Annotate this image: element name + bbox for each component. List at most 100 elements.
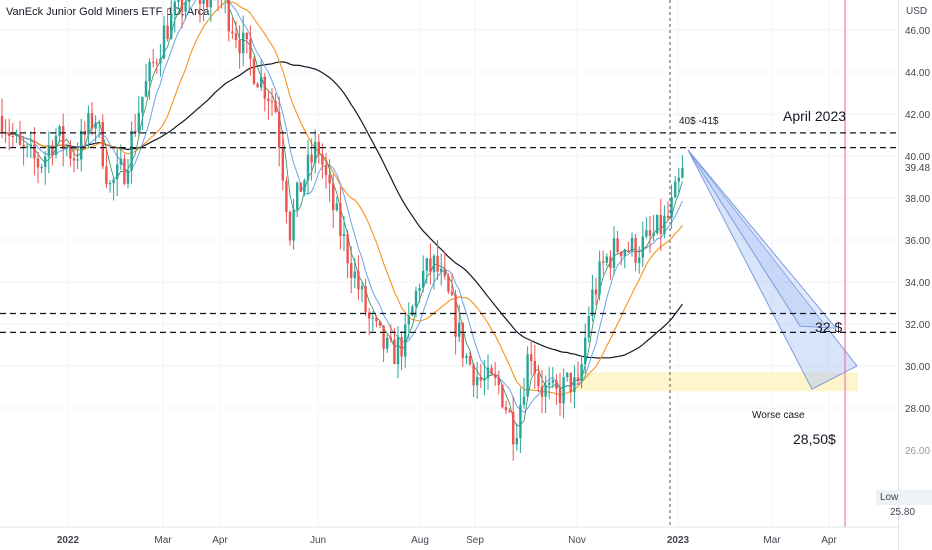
time-tick-label: Jun — [310, 535, 326, 546]
price-tick-label: 42.00 — [905, 110, 930, 121]
candle-body — [270, 101, 274, 103]
candle-body — [422, 270, 425, 288]
candle-body — [584, 337, 587, 365]
candle-body — [98, 121, 101, 123]
candle-body — [414, 290, 418, 307]
candle-body — [15, 133, 18, 136]
candle-body — [29, 144, 32, 147]
time-tick-label: 2023 — [667, 535, 690, 546]
candle-body — [515, 437, 518, 445]
candle-body — [11, 135, 14, 137]
price-axis[interactable]: USD 46.00 44.00 42.00 40.00 38.00 36.00 34.00 32… — [905, 6, 930, 457]
annotation-labels: 40$ -41$ April 2023 32 $ Worse case 28,50$ — [679, 108, 846, 447]
candle-body — [47, 145, 50, 157]
price-axis-separator — [898, 0, 899, 550]
grid — [0, 0, 898, 527]
candle-body — [429, 258, 432, 273]
price-tick-label: 28.00 — [905, 404, 930, 415]
candle-body — [116, 164, 119, 180]
candle-body — [137, 112, 140, 133]
candle-body — [461, 322, 464, 358]
candle-body — [591, 289, 594, 316]
time-axis[interactable]: 2022 Mar Apr Jun Aug Sep Nov 2023 Mar Apr — [0, 526, 898, 546]
candle-body — [159, 58, 162, 64]
last-price-label: 39.48 — [905, 163, 930, 174]
candle-body — [555, 380, 558, 389]
candle-body — [602, 261, 605, 263]
candle-body — [540, 386, 544, 397]
partial-price-tick: 26.00 — [905, 446, 930, 457]
projection-wedge-inner — [687, 149, 838, 329]
candle-body — [364, 286, 367, 313]
candle-body — [648, 230, 652, 236]
price-tick-label: 34.00 — [905, 278, 930, 289]
candle-body — [105, 166, 108, 185]
candle-body — [155, 62, 158, 64]
candle-body — [69, 146, 72, 159]
candle-body — [353, 271, 356, 279]
candle-body — [134, 130, 137, 133]
candle-body — [447, 276, 450, 292]
annotation-zones — [578, 0, 858, 527]
candle-body — [209, 0, 212, 8]
candle-body — [465, 355, 468, 358]
candle-body — [188, 0, 191, 2]
candle-body — [238, 39, 241, 54]
candle-body — [324, 164, 328, 175]
candle-body — [227, 0, 230, 32]
candle-body — [170, 13, 173, 39]
candle-body — [440, 268, 443, 272]
ma-medium-line — [1, 1, 683, 396]
projection-wedge-outer — [687, 149, 858, 390]
candle-body — [339, 203, 342, 237]
candle-body — [350, 263, 353, 279]
candle-body — [87, 113, 90, 135]
time-tick-label: Apr — [212, 535, 228, 546]
range-label: 40$ -41$ — [679, 116, 719, 127]
candle-body — [278, 112, 281, 148]
candle-body — [386, 337, 389, 349]
time-tick-label: Aug — [411, 535, 429, 546]
candle-body — [544, 384, 547, 397]
time-tick-label: Mar — [763, 535, 781, 546]
candle-body — [663, 215, 666, 234]
chart-title: VanEck Junior Gold Miners ETF, 1D, Arca — [6, 6, 210, 18]
candle-body — [652, 233, 655, 236]
candle-body — [335, 203, 338, 211]
candle-body — [468, 355, 472, 365]
candle-body — [674, 181, 677, 198]
candle-body — [281, 147, 284, 181]
candle-body — [378, 321, 382, 326]
ma-short-line — [1, 0, 683, 413]
candle-body — [299, 182, 302, 192]
candle-body — [285, 180, 288, 212]
candle-body — [677, 177, 680, 182]
candle-body — [141, 96, 144, 113]
candle-body — [94, 122, 97, 129]
candle-body — [342, 234, 346, 237]
candle-body — [562, 377, 565, 404]
candle-body — [58, 126, 61, 136]
candle-body — [310, 154, 313, 163]
candle-body — [411, 306, 414, 316]
candle-body — [72, 158, 76, 161]
candle-body — [576, 377, 580, 382]
candle-body — [36, 158, 40, 168]
candle-body — [180, 0, 184, 12]
candle-body — [382, 325, 385, 349]
price-tick-label: 44.00 — [905, 68, 930, 79]
candle-body — [598, 261, 601, 295]
candle-body — [263, 76, 266, 99]
price-tick-label: 36.00 — [905, 236, 930, 247]
candle-body — [612, 238, 616, 268]
candle-body — [641, 236, 644, 258]
time-tick-label: Sep — [466, 535, 484, 546]
candle-body — [418, 287, 421, 291]
candle-body — [144, 81, 148, 97]
candle-body — [548, 382, 551, 385]
candle-body — [432, 255, 436, 273]
candle-body — [476, 377, 479, 386]
candle-body — [274, 101, 277, 113]
candle-body — [346, 234, 349, 264]
